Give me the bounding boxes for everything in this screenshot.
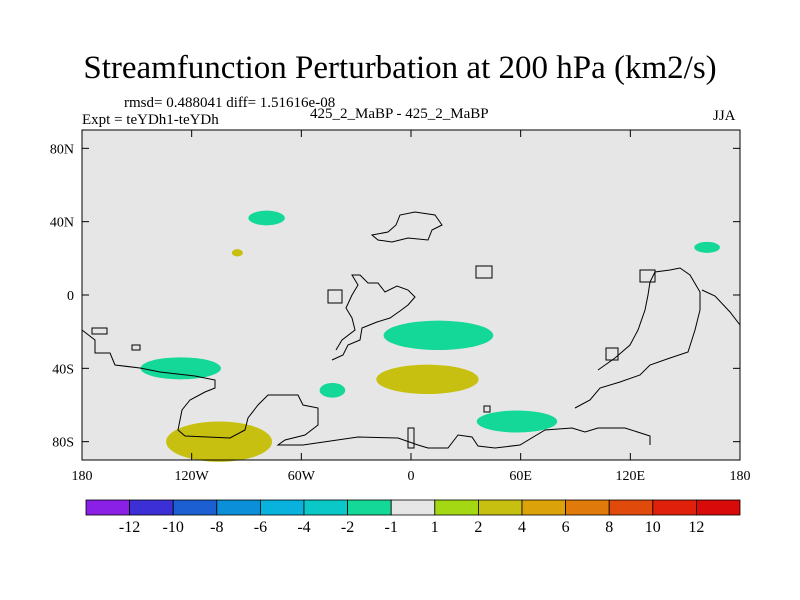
season-label: JJA xyxy=(713,108,736,124)
coastline-island-7 xyxy=(131,344,141,351)
y-tick-label-0: 80N xyxy=(50,142,74,157)
colorbar-label-3: -6 xyxy=(254,519,267,536)
coastline-island-6 xyxy=(407,427,415,449)
coastline-island-3 xyxy=(639,269,656,283)
anomaly-layer xyxy=(140,210,720,462)
colorbar-box-2 xyxy=(172,499,218,516)
x-tick-label-0: 180 xyxy=(72,469,93,484)
y-tick-label-1: 40N xyxy=(50,216,74,231)
colorbar-label-12: 10 xyxy=(645,519,661,536)
colorbar-box-12 xyxy=(608,499,654,516)
anomaly-region-5 xyxy=(319,383,346,398)
anomaly-region-6 xyxy=(383,320,494,351)
colorbar-label-4: -4 xyxy=(297,519,310,536)
colorbar-box-11 xyxy=(565,499,610,516)
colorbar-label-13: 12 xyxy=(688,519,704,536)
colorbar-label-7: 1 xyxy=(431,519,439,536)
x-tick-label-4: 60E xyxy=(509,469,532,484)
anomaly-region-1 xyxy=(166,421,273,462)
anomaly-region-9 xyxy=(694,241,720,253)
anomaly-region-2 xyxy=(140,357,221,380)
x-tick-label-2: 60W xyxy=(288,469,316,484)
stats-text: rmsd= 0.488041 diff= 1.51616e-08 xyxy=(124,95,336,111)
colorbar-label-2: -8 xyxy=(210,519,223,536)
colorbar-box-8 xyxy=(434,499,479,516)
colorbar-label-11: 8 xyxy=(605,519,613,536)
anomaly-region-8 xyxy=(476,410,558,433)
colorbar-box-1 xyxy=(129,499,174,516)
colorbar-label-0: -12 xyxy=(119,519,140,536)
coastline-island-5 xyxy=(605,347,619,361)
coastline-australia xyxy=(574,267,701,409)
colorbar-box-13 xyxy=(652,499,697,516)
coastline-eurasia xyxy=(370,211,443,243)
coastline-island-8 xyxy=(483,405,491,413)
colorbar-box-7 xyxy=(390,499,436,516)
colorbar-label-10: 6 xyxy=(562,519,570,536)
colorbar-box-9 xyxy=(477,499,523,516)
colorbar-box-3 xyxy=(216,499,261,516)
axes-layer: 180 120W 60W 0 60E 120E 180 80N 40N 0 40S 80S xyxy=(50,130,751,484)
anomaly-region-4 xyxy=(231,249,243,257)
colorbar-box-4 xyxy=(259,499,305,516)
colorbar-box-6 xyxy=(347,499,392,516)
colorbar-box-10 xyxy=(521,499,566,516)
chart-title: Streamfunction Perturbation at 200 hPa (… xyxy=(83,50,717,86)
colorbar-label-1: -10 xyxy=(163,519,184,536)
x-tick-label-6: 180 xyxy=(730,469,751,484)
coastline-island-4 xyxy=(475,265,493,279)
colorbar-box-0 xyxy=(85,499,130,516)
x-tick-label-1: 120W xyxy=(175,469,210,484)
anomaly-region-7 xyxy=(376,364,479,395)
anomaly-region-3 xyxy=(248,210,285,226)
x-tick-label-3: 0 xyxy=(408,469,415,484)
y-tick-label-3: 40S xyxy=(52,362,74,377)
experiment-label: Expt = teYDh1-teYDh xyxy=(82,112,219,128)
colorbar-label-8: 2 xyxy=(474,519,482,536)
plot-background xyxy=(82,130,740,460)
coastline-south-america xyxy=(81,329,651,449)
colorbar-label-6: -1 xyxy=(385,519,398,536)
coastline-pacific xyxy=(701,289,741,326)
colorbar-label-5: -2 xyxy=(341,519,354,536)
coastlines xyxy=(81,211,741,449)
case-label: 425_2_MaBP - 425_2_MaBP xyxy=(310,106,489,122)
coastline-africa xyxy=(331,274,416,361)
coastline-island-1 xyxy=(327,289,343,304)
y-tick-label-4: 80S xyxy=(52,436,74,451)
colorbar-label-9: 4 xyxy=(518,519,526,536)
colorbar-box-5 xyxy=(303,499,348,516)
coastline-island-2 xyxy=(91,327,108,335)
colorbar-box-14 xyxy=(696,499,741,516)
y-tick-label-2: 0 xyxy=(67,289,74,304)
x-tick-label-5: 120E xyxy=(616,469,646,484)
colorbar: -12 -10 -8 -6 -4 -2 -1 1 2 4 6 8 10 12 xyxy=(85,499,741,536)
